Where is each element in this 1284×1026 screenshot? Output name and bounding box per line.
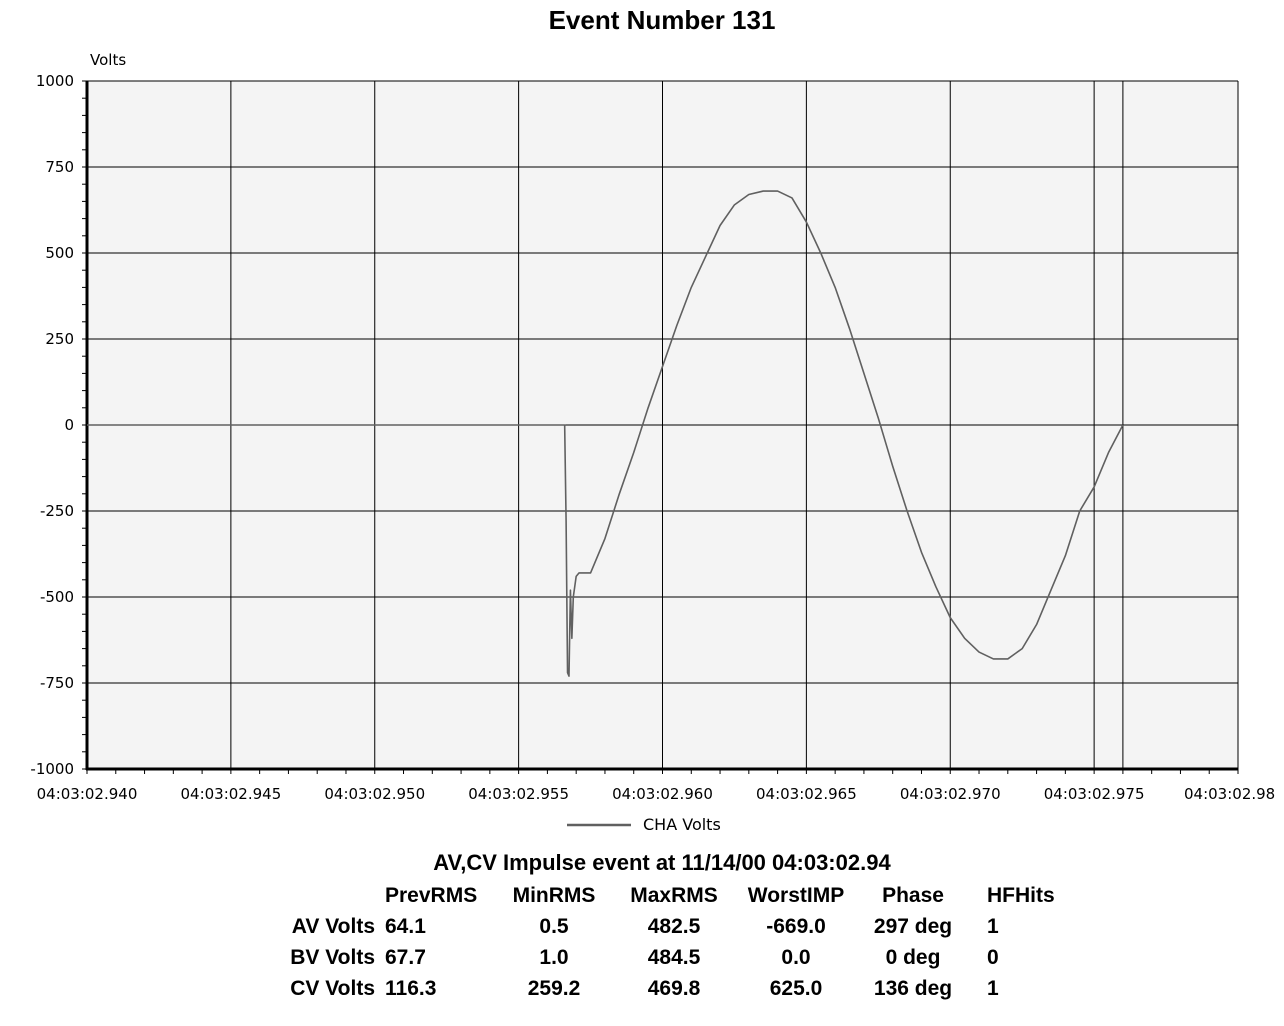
stats-header-row: PrevRMS MinRMS MaxRMS WorstIMP Phase HFH… <box>248 880 1067 911</box>
y-tick-label: 1000 <box>36 72 74 90</box>
x-tick-label: 04:03:02.940 <box>37 785 138 803</box>
y-axis-label: Volts <box>90 51 126 69</box>
cell-phase: 0 deg <box>885 945 941 969</box>
cell-maxrms: 484.5 <box>647 945 701 969</box>
cell-worstimp: 0.0 <box>781 945 811 969</box>
cell-prevrms: 116.3 <box>385 976 437 1000</box>
cell-maxrms: 482.5 <box>647 914 701 938</box>
event-chart: Event Number 131 Volts 1000 750 500 250 0 -25… <box>30 5 1275 834</box>
series-line-cha-volts <box>87 190 1124 677</box>
stats-header-blank <box>248 880 385 911</box>
stats-header-phase: Phase <box>882 883 944 907</box>
cell-hfhits: 1 <box>987 914 999 938</box>
x-tick-label: 04:03:02.950 <box>324 785 425 803</box>
x-tick-label: 04:03:02.970 <box>900 785 1001 803</box>
stats-row-bv: BV Volts 67.7 1.0 484.5 0.0 0 deg 0 <box>248 942 1067 973</box>
x-tick-label: 04:03:02.98 <box>1184 785 1275 803</box>
stats-row-cv: CV Volts 116.3 259.2 469.8 625.0 136 deg… <box>248 973 1067 1004</box>
stats-header-worstimp: WorstIMP <box>747 883 845 907</box>
x-tick-label: 04:03:02.965 <box>756 785 857 803</box>
cell-hfhits: 1 <box>987 976 999 1000</box>
cell-minrms: 259.2 <box>527 976 581 1000</box>
stats-row-av: AV Volts 64.1 0.5 482.5 -669.0 297 deg 1 <box>248 911 1067 942</box>
legend: CHA Volts <box>567 815 721 834</box>
stats-header-hfhits: HFHits <box>987 883 1055 907</box>
stats-header-minrms: MinRMS <box>512 883 596 907</box>
x-tick-label: 04:03:02.975 <box>1044 785 1145 803</box>
row-label: AV Volts <box>291 914 375 938</box>
stats-table: PrevRMS MinRMS MaxRMS WorstIMP Phase HFH… <box>248 880 1067 1004</box>
cell-worstimp: -669.0 <box>766 914 826 938</box>
y-tick-label: -1000 <box>30 760 74 778</box>
y-tick-label: 0 <box>64 416 74 434</box>
x-tick-label: 04:03:02.945 <box>180 785 281 803</box>
cell-hfhits: 0 <box>987 945 999 969</box>
series-lines <box>87 190 1124 677</box>
row-label: CV Volts <box>290 976 375 1000</box>
x-tick-label: 04:03:02.955 <box>468 785 569 803</box>
y-tick-label: 500 <box>45 244 74 262</box>
y-tick-label: -500 <box>40 588 74 606</box>
tick-labels: 1000 750 500 250 0 -250 -500 -750 -1000 04:03:02.… <box>30 72 1275 803</box>
cell-phase: 297 deg <box>873 914 953 938</box>
legend-label-cha-volts: CHA Volts <box>643 815 721 834</box>
stats-header-prevrms: PrevRMS <box>385 883 478 907</box>
cell-worstimp: 625.0 <box>769 976 823 1000</box>
cell-phase: 136 deg <box>873 976 953 1000</box>
cell-minrms: 0.5 <box>539 914 569 938</box>
y-tick-label: -250 <box>40 502 74 520</box>
x-tick-label: 04:03:02.960 <box>612 785 713 803</box>
summary-heading: AV,CV Impulse event at 11/14/00 04:03:02… <box>433 850 891 875</box>
chart-title: Event Number 131 <box>549 5 776 35</box>
row-label: BV Volts <box>290 945 375 969</box>
cell-prevrms: 67.7 <box>385 945 426 969</box>
stats-header-maxrms: MaxRMS <box>630 883 718 907</box>
cell-maxrms: 469.8 <box>647 976 701 1000</box>
y-tick-label: 750 <box>45 158 74 176</box>
y-tick-label: 250 <box>45 330 74 348</box>
cell-minrms: 1.0 <box>539 945 569 969</box>
cell-prevrms: 64.1 <box>385 914 426 938</box>
y-tick-label: -750 <box>40 674 74 692</box>
